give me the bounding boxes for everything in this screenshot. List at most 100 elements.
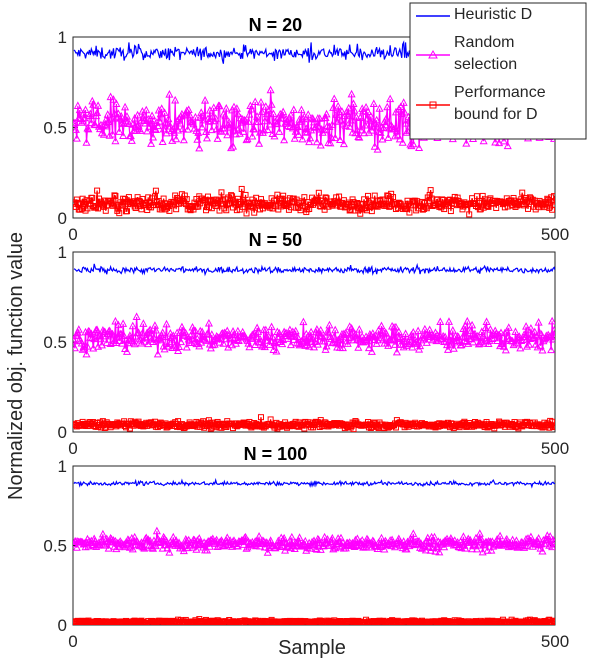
data-point	[356, 113, 365, 121]
data-point	[547, 417, 554, 424]
data-point	[120, 331, 129, 340]
data-point	[145, 122, 154, 130]
data-point	[499, 342, 508, 350]
data-point	[102, 207, 109, 214]
data-point	[461, 544, 470, 552]
data-point	[471, 533, 480, 542]
data-point	[80, 343, 89, 352]
data-point	[429, 536, 438, 545]
data-point	[336, 115, 346, 124]
data-point	[533, 342, 542, 351]
x-tick-label: 500	[541, 632, 569, 651]
data-point	[454, 194, 461, 201]
data-point	[93, 204, 100, 211]
data-point	[168, 343, 177, 352]
data-point	[119, 131, 128, 140]
data-point	[144, 535, 153, 543]
data-point	[233, 541, 242, 550]
data-point	[544, 195, 551, 202]
plot-area	[73, 262, 555, 432]
legend-entry-1: Heuristic D	[416, 6, 532, 23]
figure-ylabel: Normalized obj. function value	[5, 232, 27, 500]
data-point	[151, 125, 160, 134]
legend-entry-3: Performance bound for D	[416, 84, 546, 123]
data-point	[448, 326, 457, 334]
data-point	[384, 133, 393, 141]
data-point	[152, 526, 161, 535]
data-point	[538, 345, 547, 354]
data-point	[260, 542, 269, 551]
data-point	[473, 331, 482, 340]
data-point	[232, 104, 241, 112]
data-point	[201, 127, 211, 135]
data-point	[550, 424, 555, 431]
data-point	[93, 108, 102, 116]
data-point	[105, 131, 114, 139]
data-point	[280, 192, 287, 199]
data-point	[501, 345, 510, 354]
data-point	[109, 536, 118, 544]
data-point	[82, 138, 91, 146]
data-point	[98, 529, 107, 538]
series-performance-bound-for-d	[73, 185, 555, 218]
data-point	[534, 318, 543, 326]
data-point	[316, 140, 325, 149]
data-point	[331, 543, 340, 552]
data-point	[286, 543, 295, 552]
data-point	[123, 338, 132, 347]
data-point	[551, 422, 555, 429]
data-point	[526, 532, 535, 541]
data-point	[267, 100, 276, 108]
data-point	[310, 337, 319, 345]
data-point	[436, 317, 445, 326]
data-point	[132, 312, 141, 320]
series-line-heuristic-d	[73, 477, 555, 489]
data-point	[367, 347, 376, 355]
data-point	[257, 107, 266, 115]
data-point	[123, 208, 130, 215]
data-point	[479, 136, 488, 145]
data-point	[112, 338, 121, 346]
data-point	[158, 328, 167, 336]
data-point	[370, 142, 379, 150]
y-tick-label: 0	[58, 616, 67, 635]
data-point	[196, 113, 205, 121]
data-point	[73, 539, 78, 547]
data-point	[226, 123, 235, 131]
data-point	[104, 544, 113, 552]
data-point	[377, 321, 386, 330]
data-point	[86, 109, 95, 118]
data-point	[386, 536, 395, 544]
data-point	[278, 339, 287, 348]
data-point	[118, 119, 127, 127]
data-point	[270, 131, 279, 140]
y-tick-label: 0	[58, 209, 67, 228]
data-point	[133, 110, 142, 119]
data-point	[82, 538, 91, 546]
data-point	[504, 323, 513, 331]
data-point	[409, 139, 418, 148]
data-point	[142, 332, 151, 341]
data-point	[331, 325, 340, 334]
data-point	[368, 121, 377, 130]
data-point	[121, 102, 130, 111]
data-point	[89, 194, 96, 201]
data-point	[244, 117, 253, 125]
data-point	[88, 333, 97, 342]
data-point	[279, 195, 286, 202]
data-point	[315, 331, 324, 339]
data-point	[546, 532, 555, 540]
data-point	[265, 119, 274, 128]
data-point	[312, 137, 321, 146]
data-point	[94, 101, 103, 109]
data-point	[325, 122, 334, 130]
data-point	[194, 128, 203, 136]
data-point	[301, 128, 310, 136]
data-point	[195, 203, 202, 210]
data-point	[476, 337, 485, 345]
data-point	[393, 130, 402, 139]
data-point	[487, 546, 496, 554]
data-point	[368, 208, 375, 215]
data-point	[91, 120, 100, 129]
data-point	[208, 112, 217, 120]
